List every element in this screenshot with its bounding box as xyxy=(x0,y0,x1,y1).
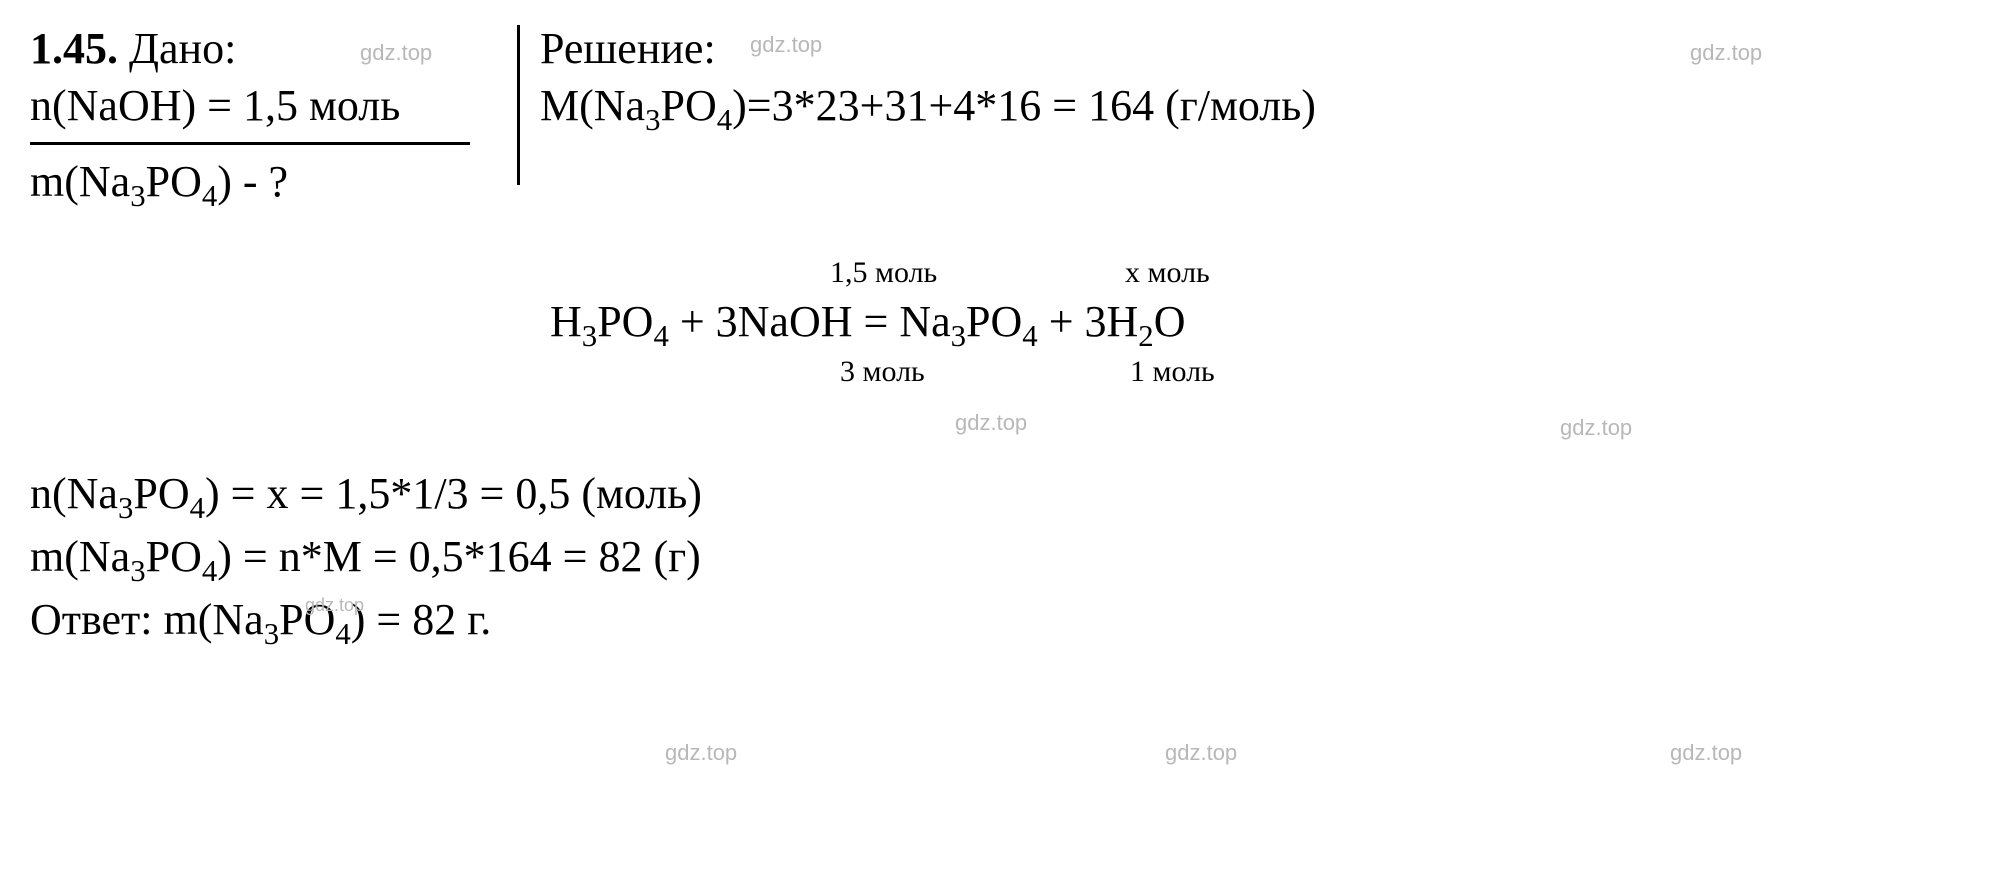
bottom-label-2: 1 моль xyxy=(1130,355,1215,389)
watermark: gdz.top xyxy=(955,410,1027,436)
r3-prefix: Ответ: m(Na xyxy=(30,595,264,644)
eq-sub-4: 4 xyxy=(653,319,668,353)
problem-number: 1.45. xyxy=(30,24,118,73)
top-section: 1.45. Дано: n(NaOH) = 1,5 моль m(Na3PO4)… xyxy=(30,20,1981,216)
bottom-label-1: 3 моль xyxy=(840,355,925,389)
molar-calc: )=3*23+31+4*16 = 164 (г/моль) xyxy=(732,81,1316,130)
r3-suffix: ) = 82 г. xyxy=(351,595,492,644)
eq-plus1: + 3NaOH = Na xyxy=(669,297,951,346)
given-title: Дано: xyxy=(129,24,236,73)
eq-h: H xyxy=(550,297,582,346)
r2-sub3: 3 xyxy=(130,554,145,588)
watermark: gdz.top xyxy=(1670,740,1742,766)
r1-po: PO xyxy=(133,469,189,518)
given-divider xyxy=(30,142,470,145)
results-section: n(Na3PO4) = x = 1,5*1/3 = 0,5 (моль) m(N… xyxy=(30,465,1981,653)
given-line-1: n(NaOH) = 1,5 моль xyxy=(30,77,500,134)
given-question: ) - ? xyxy=(217,157,288,206)
top-label-2: x моль xyxy=(1125,256,1210,290)
subscript-4: 4 xyxy=(717,103,732,137)
eq-po2: PO xyxy=(966,297,1022,346)
r3-sub3: 3 xyxy=(264,616,279,650)
equation-bottom-labels: 3 моль 1 моль xyxy=(550,355,1981,395)
r1-sub4: 4 xyxy=(190,491,205,525)
eq-sub-4b: 4 xyxy=(1022,319,1037,353)
solution-molar-mass: M(Na3PO4)=3*23+31+4*16 = 164 (г/моль) xyxy=(540,77,1981,140)
eq-sub-3: 3 xyxy=(582,319,597,353)
equation-top-labels: 1,5 моль x моль xyxy=(550,256,1981,296)
equation-section: 1,5 моль x моль H3PO4 + 3NaOH = Na3PO4 +… xyxy=(550,256,1981,395)
watermark: gdz.top xyxy=(665,740,737,766)
given-mass-prefix: m(Na xyxy=(30,157,130,206)
watermark: gdz.top xyxy=(360,40,432,66)
subscript-4: 4 xyxy=(202,179,217,213)
equation-main: H3PO4 + 3NaOH = Na3PO4 + 3H2O xyxy=(550,296,1981,355)
solution-section: Решение: M(Na3PO4)=3*23+31+4*16 = 164 (г… xyxy=(520,20,1981,140)
subscript-3: 3 xyxy=(645,103,660,137)
eq-o: O xyxy=(1154,297,1186,346)
given-po: PO xyxy=(146,157,202,206)
given-naoh-prefix: n(NaOH) = xyxy=(30,81,243,130)
problem-container: gdz.top gdz.top gdz.top gdz.top gdz.top … xyxy=(30,20,1981,856)
result-line-2: m(Na3PO4) = n*M = 0,5*164 = 82 (г) xyxy=(30,528,1981,591)
eq-sub-2: 2 xyxy=(1138,319,1153,353)
r3-sub4: 4 xyxy=(335,616,350,650)
watermark: gdz.top xyxy=(1165,740,1237,766)
eq-sub-3b: 3 xyxy=(951,319,966,353)
r2-sub4: 4 xyxy=(202,554,217,588)
molar-prefix: M(Na xyxy=(540,81,645,130)
subscript-3: 3 xyxy=(130,179,145,213)
r1-suffix: ) = x = 1,5*1/3 = 0,5 (моль) xyxy=(205,469,702,518)
r1-prefix: n(Na xyxy=(30,469,118,518)
r2-prefix: m(Na xyxy=(30,532,130,581)
eq-po: PO xyxy=(597,297,653,346)
result-line-1: n(Na3PO4) = x = 1,5*1/3 = 0,5 (моль) xyxy=(30,465,1981,528)
watermark: gdz.top xyxy=(1690,40,1762,66)
vertical-divider xyxy=(517,25,520,185)
given-naoh-value: 1,5 моль xyxy=(243,81,400,130)
watermark: gdz.top xyxy=(305,595,364,616)
molar-po: PO xyxy=(661,81,717,130)
r2-po: PO xyxy=(146,532,202,581)
watermark: gdz.top xyxy=(1560,415,1632,441)
r2-suffix: ) = n*M = 0,5*164 = 82 (г) xyxy=(217,532,701,581)
top-label-1: 1,5 моль xyxy=(830,256,937,290)
eq-plus2: + 3H xyxy=(1038,297,1139,346)
given-section: 1.45. Дано: n(NaOH) = 1,5 моль m(Na3PO4)… xyxy=(30,20,520,216)
given-line-2: m(Na3PO4) - ? xyxy=(30,153,500,216)
watermark: gdz.top xyxy=(750,32,822,58)
r1-sub3: 3 xyxy=(118,491,133,525)
